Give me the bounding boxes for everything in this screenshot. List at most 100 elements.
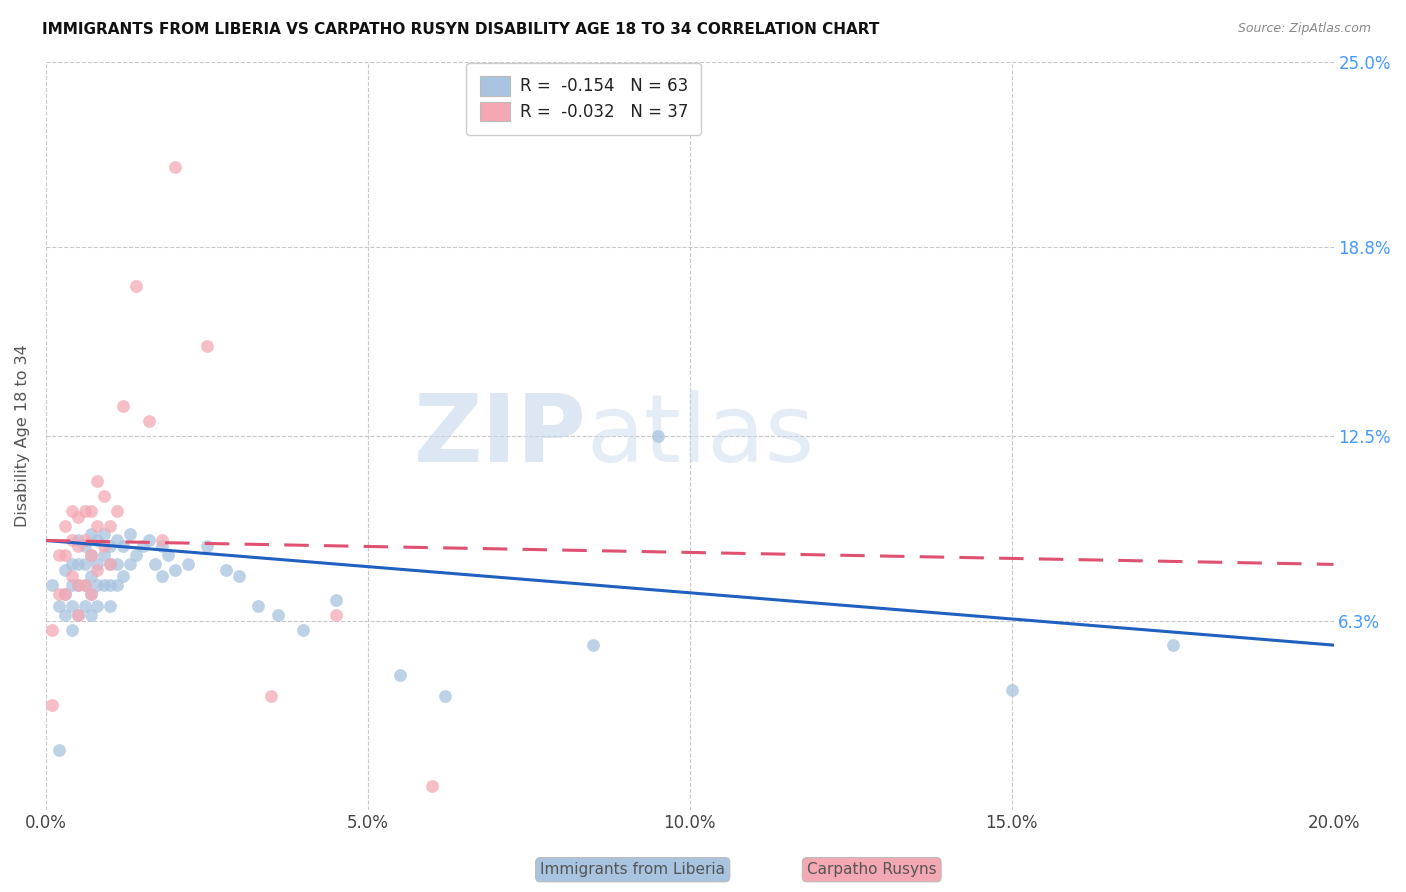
Point — [80, 587, 103, 601]
Point — [86, 578, 108, 592]
Text: Carpatho Rusyns: Carpatho Rusyns — [807, 863, 936, 877]
Point — [67, 608, 90, 623]
Point — [86, 474, 108, 488]
Point — [98, 578, 121, 592]
Point — [67, 540, 90, 554]
Point — [67, 578, 90, 592]
Point — [93, 549, 115, 563]
Point — [157, 549, 180, 563]
Point — [48, 599, 70, 614]
Point — [150, 533, 173, 548]
Point — [105, 503, 128, 517]
Point — [145, 558, 167, 572]
Point — [73, 558, 96, 572]
Point — [80, 549, 103, 563]
Point — [73, 599, 96, 614]
Point — [73, 540, 96, 554]
Point — [60, 503, 83, 517]
Point — [176, 558, 198, 572]
Point — [98, 540, 121, 554]
Text: IMMIGRANTS FROM LIBERIA VS CARPATHO RUSYN DISABILITY AGE 18 TO 34 CORRELATION CH: IMMIGRANTS FROM LIBERIA VS CARPATHO RUSY… — [42, 22, 880, 37]
Point — [98, 558, 121, 572]
Point — [48, 549, 70, 563]
Point — [67, 608, 90, 623]
Point — [105, 533, 128, 548]
Point — [80, 569, 103, 583]
Point — [86, 563, 108, 577]
Point — [247, 599, 270, 614]
Point — [41, 578, 63, 592]
Point — [80, 587, 103, 601]
Point — [195, 339, 218, 353]
Point — [53, 587, 76, 601]
Point — [93, 578, 115, 592]
Point — [150, 569, 173, 583]
Point — [53, 549, 76, 563]
Point — [60, 599, 83, 614]
Point — [93, 489, 115, 503]
Point — [389, 668, 412, 682]
Point — [325, 593, 347, 607]
Point — [86, 599, 108, 614]
Point — [125, 279, 148, 293]
Point — [67, 509, 90, 524]
Point — [260, 689, 283, 703]
Point — [41, 623, 63, 637]
Point — [118, 527, 141, 541]
Point — [86, 533, 108, 548]
Point — [53, 518, 76, 533]
Point — [118, 558, 141, 572]
Point — [60, 623, 83, 637]
Point — [53, 587, 76, 601]
Point — [41, 698, 63, 712]
Point — [420, 779, 443, 793]
Point — [434, 689, 457, 703]
Text: ZIP: ZIP — [413, 390, 586, 482]
Point — [138, 414, 160, 428]
Point — [80, 549, 103, 563]
Point — [105, 558, 128, 572]
Point — [53, 563, 76, 577]
Point — [48, 587, 70, 601]
Point — [647, 429, 669, 443]
Point — [73, 503, 96, 517]
Point — [73, 533, 96, 548]
Point — [98, 518, 121, 533]
Point — [80, 503, 103, 517]
Point — [1001, 682, 1024, 697]
Point — [60, 558, 83, 572]
Point — [228, 569, 250, 583]
Point — [125, 549, 148, 563]
Point — [98, 558, 121, 572]
Point — [112, 399, 135, 413]
Point — [98, 599, 121, 614]
Point — [150, 540, 173, 554]
Legend: R =  -0.154   N = 63, R =  -0.032   N = 37: R = -0.154 N = 63, R = -0.032 N = 37 — [467, 63, 702, 135]
Point — [215, 563, 238, 577]
Point — [292, 623, 315, 637]
Point — [325, 608, 347, 623]
Point — [53, 608, 76, 623]
Point — [93, 540, 115, 554]
Text: Source: ZipAtlas.com: Source: ZipAtlas.com — [1237, 22, 1371, 36]
Point — [93, 527, 115, 541]
Point — [105, 578, 128, 592]
Point — [112, 569, 135, 583]
Point — [1161, 638, 1184, 652]
Text: Immigrants from Liberia: Immigrants from Liberia — [540, 863, 725, 877]
Point — [60, 578, 83, 592]
Point — [163, 563, 186, 577]
Point — [131, 540, 153, 554]
Point — [60, 533, 83, 548]
Point — [267, 608, 290, 623]
Point — [80, 608, 103, 623]
Point — [67, 558, 90, 572]
Point — [86, 518, 108, 533]
Point — [86, 558, 108, 572]
Point — [67, 533, 90, 548]
Point — [138, 533, 160, 548]
Point — [67, 578, 90, 592]
Text: atlas: atlas — [586, 390, 815, 482]
Point — [73, 578, 96, 592]
Point — [582, 638, 605, 652]
